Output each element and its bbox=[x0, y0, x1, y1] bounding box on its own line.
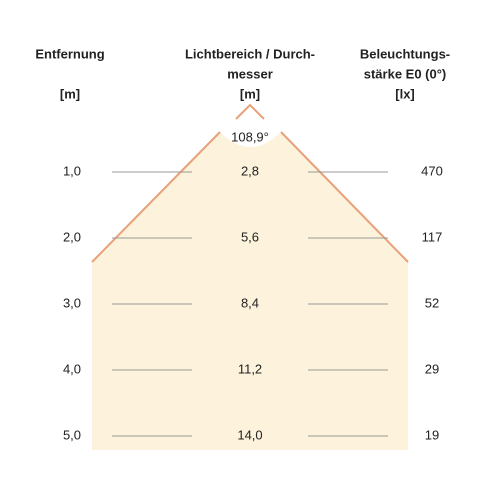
header: stärke E0 (0°) bbox=[364, 66, 447, 81]
light-cone bbox=[92, 132, 408, 450]
diameter: 11,2 bbox=[238, 361, 262, 376]
illuminance: 470 bbox=[421, 163, 443, 178]
header: [m] bbox=[60, 86, 80, 101]
distance: 2,0 bbox=[63, 229, 81, 244]
cone-edge bbox=[91, 131, 221, 263]
illuminance: 117 bbox=[422, 229, 443, 244]
distance: 5,0 bbox=[63, 427, 81, 442]
illuminance: 29 bbox=[425, 361, 439, 376]
distance: 3,0 bbox=[63, 295, 81, 310]
diameter: 8,4 bbox=[241, 295, 259, 310]
diameter: 5,6 bbox=[241, 229, 259, 244]
distance: 1,0 bbox=[63, 163, 81, 178]
header: messer bbox=[227, 66, 273, 81]
angle-label: 108,9° bbox=[231, 129, 269, 144]
illuminance: 19 bbox=[425, 427, 439, 442]
header: [m] bbox=[240, 86, 260, 101]
rows: 1,0 2,8 470 2,0 5,6 117 3,0 8,4 52 4,0 11,2 29 5,0 14… bbox=[63, 163, 443, 442]
diameter: 14,0 bbox=[237, 427, 262, 442]
header: Entfernung bbox=[35, 46, 104, 61]
header: [lx] bbox=[395, 86, 415, 101]
apex-mark bbox=[235, 103, 265, 120]
header: Beleuchtungs- bbox=[360, 46, 450, 61]
distance: 4,0 bbox=[63, 361, 81, 376]
header: Lichtbereich / Durch- bbox=[185, 46, 315, 61]
illuminance: 52 bbox=[425, 295, 439, 310]
cone-edge bbox=[280, 131, 409, 263]
diameter: 2,8 bbox=[241, 163, 259, 178]
